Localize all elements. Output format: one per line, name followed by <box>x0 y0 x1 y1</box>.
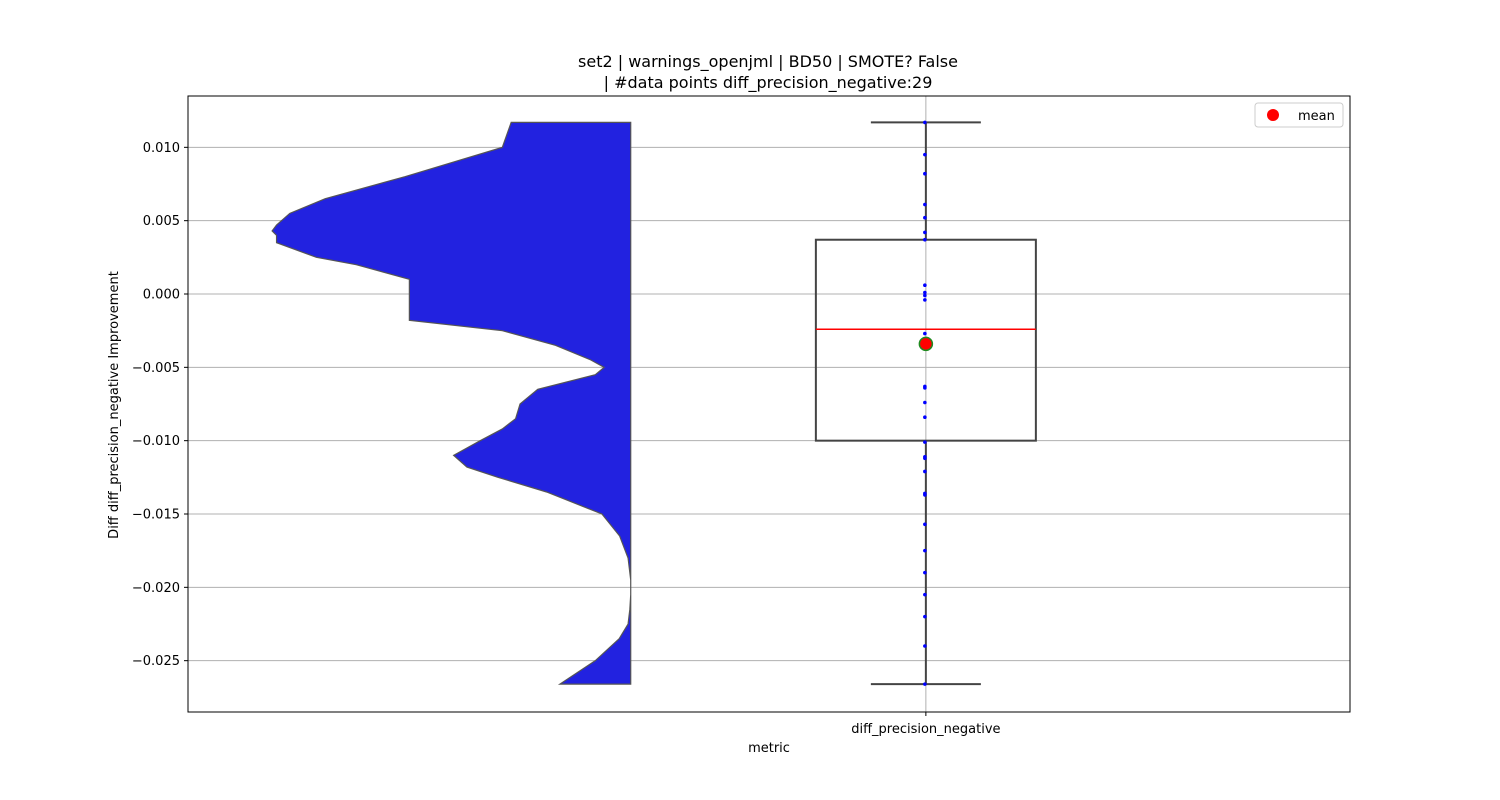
data-point <box>923 331 927 336</box>
data-point <box>923 614 927 619</box>
y-axis-label: Diff diff_precision_negative Improvement <box>107 271 122 539</box>
legend: mean <box>1254 102 1344 128</box>
data-point <box>923 570 927 575</box>
data-point <box>923 493 927 497</box>
data-point <box>923 120 927 125</box>
data-point <box>923 469 927 474</box>
y-tick-label: 0.005 <box>143 214 180 229</box>
legend-mean-marker <box>1267 109 1279 121</box>
y-tick-label: −0.005 <box>132 361 180 376</box>
data-point <box>923 415 927 420</box>
data-point <box>923 152 927 157</box>
plot-frame <box>187 95 1351 713</box>
data-point <box>923 293 927 298</box>
data-point <box>923 230 927 235</box>
x-axis-label: metric <box>748 741 790 756</box>
data-point <box>923 592 927 597</box>
chart-title-line-1: set2 | warnings_openjml | BD50 | SMOTE? … <box>578 52 958 72</box>
data-point <box>923 400 927 405</box>
data-point <box>923 456 927 461</box>
plot-area: 0.010 0.005 0.000 −0.005 −0.010 −0.015 −0.020 −… <box>132 95 1351 737</box>
data-point <box>923 440 927 444</box>
violin-body <box>271 121 632 685</box>
y-tick-label: 0.010 <box>143 141 180 156</box>
data-point <box>923 522 927 527</box>
y-tick-label: −0.010 <box>132 434 180 449</box>
data-point <box>923 171 927 176</box>
data-point <box>923 298 927 302</box>
data-point <box>923 644 927 648</box>
mean-marker <box>918 336 934 352</box>
y-tick-label: −0.020 <box>132 581 180 596</box>
data-point <box>923 215 927 220</box>
data-point <box>923 283 927 288</box>
legend-mean-label: mean <box>1298 109 1335 124</box>
data-point <box>923 290 927 295</box>
x-tick-label: diff_precision_negative <box>851 722 1000 737</box>
y-tick-label: −0.025 <box>132 654 180 669</box>
data-point <box>923 682 927 686</box>
data-point <box>923 548 927 553</box>
chart-title-line-2: | #data points diff_precision_negative:2… <box>604 73 933 93</box>
y-tick-label: 0.000 <box>143 288 180 303</box>
legend-frame <box>1254 102 1344 128</box>
data-point <box>923 237 927 242</box>
data-point <box>923 386 927 390</box>
y-tick-label: −0.015 <box>132 508 180 523</box>
data-point <box>923 202 927 207</box>
